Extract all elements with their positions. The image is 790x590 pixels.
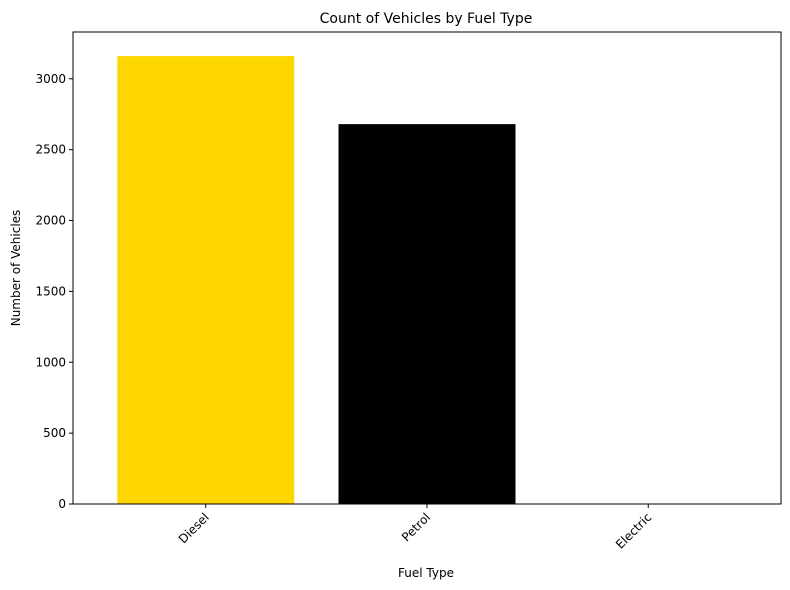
plot-frame — [72, 31, 782, 505]
y-tick-label: 2000 — [35, 214, 66, 228]
y-tick-label: 500 — [43, 426, 66, 440]
y-tick-label: 1500 — [35, 284, 66, 298]
x-axis-label: Fuel Type — [398, 566, 454, 580]
y-tick-label: 1000 — [35, 355, 66, 369]
x-tick-label: Diesel — [176, 510, 212, 546]
y-tick-label: 3000 — [35, 72, 66, 86]
y-ticks-group: 0 500 1000 1500 2000 2500 3000 — [35, 72, 73, 511]
x-tick-label: Petrol — [399, 510, 433, 544]
bars-group — [117, 56, 516, 504]
x-ticks-group: Diesel Petrol Electric — [176, 504, 654, 552]
y-tick-label: 2500 — [35, 143, 66, 157]
x-tick-label: Electric — [613, 510, 654, 551]
y-axis-label: Number of Vehicles — [9, 210, 23, 327]
bar-diesel — [117, 56, 295, 504]
y-tick-label: 0 — [58, 497, 66, 511]
chart-title: Count of Vehicles by Fuel Type — [320, 11, 533, 27]
bar-petrol — [338, 124, 516, 504]
